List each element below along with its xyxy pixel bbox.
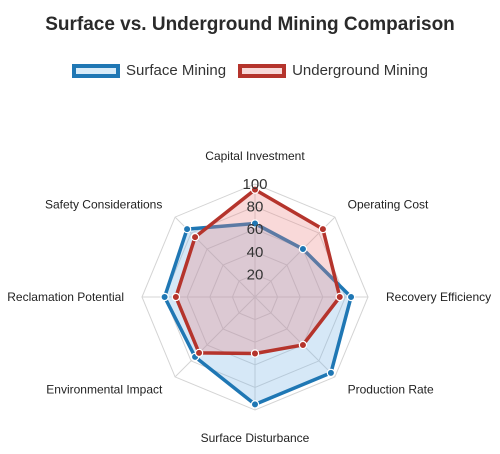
axis-label-4: Surface Disturbance bbox=[201, 431, 310, 445]
data-point-s0-2 bbox=[346, 292, 356, 302]
data-point-s1-5 bbox=[194, 348, 204, 358]
data-point-s1-7 bbox=[190, 232, 200, 242]
data-point-s1-1 bbox=[318, 224, 328, 234]
axis-label-3: Production Rate bbox=[348, 383, 434, 397]
grid-spoke-3 bbox=[254, 296, 336, 378]
chart-title: Surface vs. Underground Mining Compariso… bbox=[45, 14, 455, 35]
legend-item-surface-mining[interactable]: Surface Mining bbox=[72, 62, 226, 79]
legend-swatch-surface-mining bbox=[72, 63, 120, 78]
data-point-s0-7 bbox=[182, 224, 192, 234]
data-point-s1-6 bbox=[171, 292, 181, 302]
data-point-s1-3 bbox=[298, 340, 308, 350]
legend-item-underground-mining[interactable]: Underground Mining bbox=[238, 62, 428, 79]
legend-swatch-underground-mining bbox=[238, 63, 287, 78]
radial-tick-label-100: 100 bbox=[242, 176, 267, 193]
data-point-s0-6 bbox=[160, 292, 169, 302]
data-point-s1-2 bbox=[335, 292, 344, 302]
axis-label-1: Operating Cost bbox=[348, 197, 429, 211]
axis-label-5: Environmental Impact bbox=[46, 383, 163, 397]
radial-tick-label-60: 60 bbox=[247, 221, 264, 238]
data-point-s0-4 bbox=[250, 400, 260, 409]
data-point-s0-0 bbox=[250, 219, 260, 228]
axis-label-6: Reclamation Potential bbox=[7, 290, 124, 304]
data-point-s0-3 bbox=[326, 368, 336, 378]
radial-tick-label-40: 40 bbox=[247, 244, 264, 261]
grid-spoke-5 bbox=[174, 296, 256, 378]
radial-tick-label-80: 80 bbox=[247, 199, 264, 216]
axis-label-7: Safety Considerations bbox=[45, 197, 162, 211]
legend: Surface Mining Underground Mining bbox=[0, 62, 500, 79]
radial-tick-label-20: 20 bbox=[247, 266, 264, 283]
axis-label-0: Capital Investment bbox=[205, 149, 305, 163]
data-point-s0-1 bbox=[298, 244, 308, 254]
axis-label-2: Recovery Efficiency bbox=[386, 290, 491, 304]
data-point-s1-4 bbox=[250, 349, 260, 358]
legend-label-underground-mining: Underground Mining bbox=[292, 62, 428, 79]
legend-label-surface-mining: Surface Mining bbox=[126, 62, 227, 79]
data-point-s1-0 bbox=[250, 185, 260, 194]
